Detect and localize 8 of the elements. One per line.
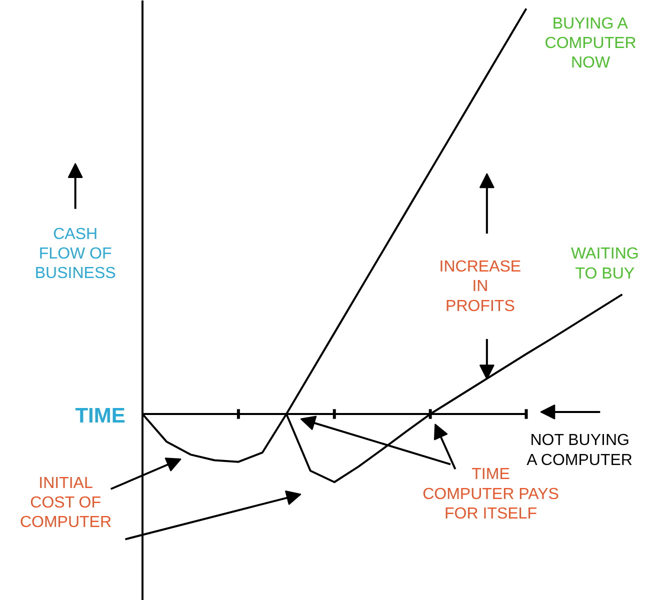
annotation: NOT BUYING A COMPUTER bbox=[526, 432, 632, 469]
annotation: TIME COMPUTER PAYS FOR ITSELF bbox=[422, 466, 559, 522]
y-axis-title: CASH FLOW OF BUSINESS bbox=[34, 226, 116, 282]
x-axis-title: TIME bbox=[75, 404, 126, 428]
text: INITIAL COST OF COMPUTER bbox=[20, 475, 112, 532]
annotation: INCREASE IN PROFITS bbox=[439, 258, 522, 315]
series-label: WAITING TO BUY bbox=[571, 246, 639, 282]
series-label: BUYING A COMPUTER NOW bbox=[544, 15, 636, 72]
